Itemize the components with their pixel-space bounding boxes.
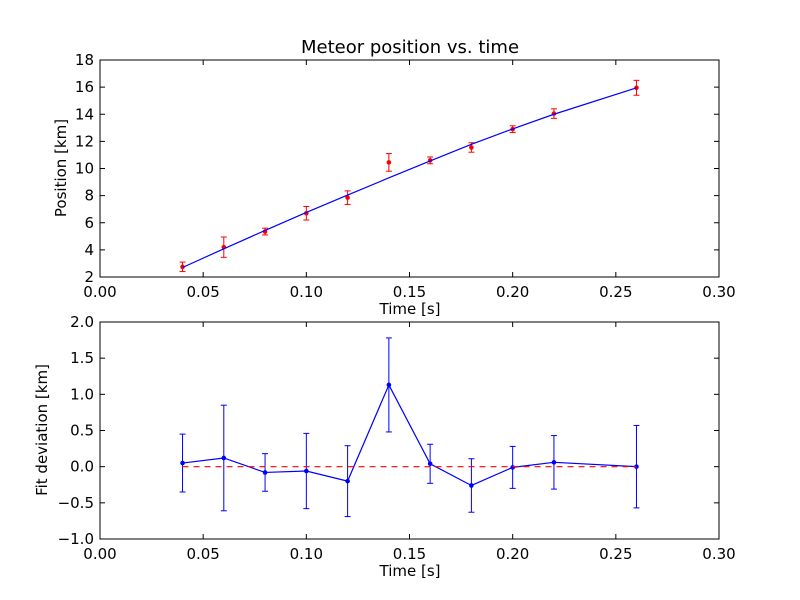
deviation-data-point [427, 461, 433, 467]
deviation-data-point [386, 382, 392, 388]
chart-title: Meteor position vs. time [301, 37, 519, 58]
deviation-x-tick-label: 0.00 [83, 545, 116, 563]
deviation-y-tick-label: 1.5 [70, 349, 94, 367]
position-data-point [345, 195, 350, 200]
position-x-tick-label: 0.10 [290, 283, 323, 301]
deviation-data-point [345, 478, 350, 484]
position-y-tick-label: 18 [75, 51, 94, 69]
deviation-y-tick-label: 0.0 [70, 458, 94, 476]
deviation-x-tick-label: 0.25 [599, 545, 632, 563]
position-y-tick-label: 12 [75, 132, 94, 150]
position-y-tick-label: 16 [75, 78, 94, 96]
deviation-x-axis-label: Time [s] [379, 562, 441, 580]
deviation-data-point [551, 460, 557, 465]
deviation-data-point [510, 465, 515, 470]
deviation-x-tick-label: 0.05 [186, 545, 219, 563]
deviation-data-point [180, 460, 185, 466]
deviation-y-tick-label: 1.0 [70, 385, 94, 403]
position-data-point [180, 264, 185, 270]
position-x-axis-label: Time [s] [379, 300, 441, 318]
deviation-x-tick-label: 0.15 [393, 545, 426, 563]
position-x-tick-label: 0.00 [83, 283, 116, 301]
position-x-tick-label: 0.05 [186, 283, 219, 301]
deviation-y-tick-label: −1.0 [58, 530, 94, 548]
position-plot-area: 0.00 0.05 0.10 0.15 0.20 0.25 0.30 2 4 6 8 10 12 14 16… [75, 51, 736, 301]
position-series-line [182, 87, 637, 269]
position-x-tick-label: 0.25 [599, 283, 632, 301]
position-y-tick-label: 4 [84, 241, 94, 259]
position-x-tick-label: 0.20 [496, 283, 529, 301]
deviation-x-tick-label: 0.20 [496, 545, 529, 563]
position-y-tick-label: 10 [75, 160, 94, 178]
deviation-data-point [304, 468, 309, 474]
position-x-tick-label: 0.30 [702, 283, 735, 301]
deviation-x-tick-label: 0.30 [702, 545, 735, 563]
deviation-x-tick-label: 0.10 [290, 545, 323, 563]
position-x-tick-label: 0.15 [393, 283, 426, 301]
position-data-point [386, 160, 392, 165]
position-y-tick-label: 2 [84, 268, 94, 286]
position-panel: Meteor position vs. time 0.00 0.05 0.10 0.1… [52, 37, 736, 318]
deviation-plot-area: 0.00 0.05 0.10 0.15 0.20 0.25 0.30 −1.0 −0.5 0.0 0… [58, 313, 736, 563]
deviation-y-tick-label: 2.0 [70, 313, 94, 331]
deviation-data-point [221, 455, 227, 461]
position-data-point [469, 145, 474, 150]
position-y-axis-label: Position [km] [52, 119, 70, 217]
deviation-data-point [262, 470, 268, 475]
position-data-point [634, 85, 639, 91]
position-y-tick-label: 14 [75, 105, 94, 123]
deviation-y-tick-label: −0.5 [58, 494, 94, 512]
position-y-tick-label: 6 [84, 214, 94, 232]
deviation-y-tick-label: 0.5 [70, 422, 94, 440]
deviation-y-axis-label: Fit deviation [km] [33, 364, 51, 496]
position-y-tick-label: 8 [84, 187, 94, 205]
deviation-data-point [469, 483, 474, 488]
deviation-panel: 0.00 0.05 0.10 0.15 0.20 0.25 0.30 −1.0 −0.5 0.0 0… [33, 313, 736, 580]
